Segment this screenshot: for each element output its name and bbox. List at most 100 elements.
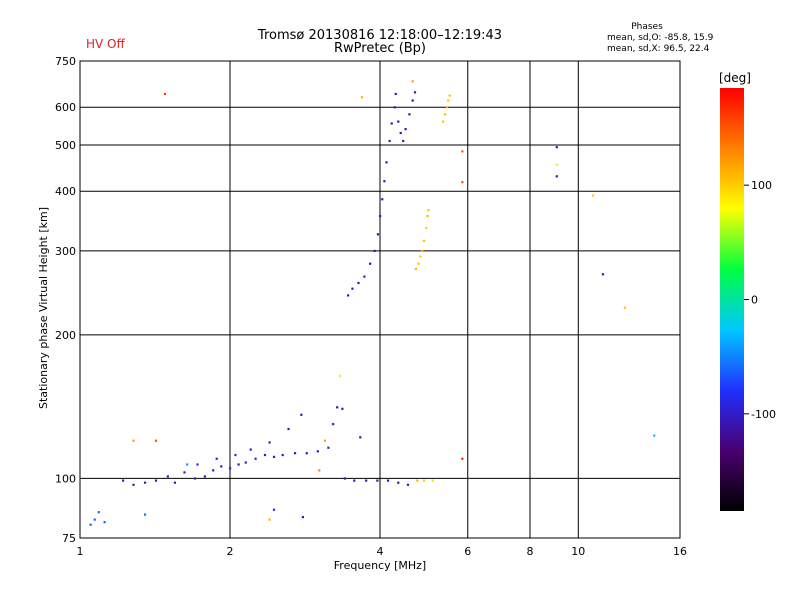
- data-point: [93, 518, 96, 521]
- data-point: [318, 469, 321, 472]
- data-point: [154, 439, 158, 442]
- data-point: [193, 477, 197, 480]
- data-point: [555, 175, 558, 178]
- data-point: [394, 92, 397, 96]
- data-point: [237, 463, 240, 466]
- data-point: [461, 457, 464, 460]
- data-point: [229, 467, 232, 470]
- x-tick-label: 2: [227, 545, 234, 558]
- colorbar-tick-label: -100: [751, 408, 776, 421]
- colorbar-tick-label: 0: [751, 294, 758, 307]
- data-point: [183, 471, 186, 474]
- data-point: [397, 481, 400, 484]
- y-tick-label: 400: [55, 185, 76, 198]
- data-point: [196, 463, 199, 466]
- data-point: [305, 452, 308, 455]
- data-point: [341, 407, 344, 410]
- data-point: [173, 481, 177, 484]
- x-tick-label: 8: [527, 545, 534, 558]
- data-point: [376, 233, 380, 236]
- phase-stats-o-mode: mean, sd,O: -85.8, 15.9: [607, 33, 714, 43]
- x-tick-label: 16: [673, 545, 687, 558]
- chart-title-line1: Tromsø 20130816 12:18:00–12:19:43: [257, 28, 503, 43]
- data-point: [268, 518, 271, 521]
- y-axis-label: Stationary phase Virtual Height [km]: [37, 207, 50, 409]
- data-point: [332, 423, 335, 426]
- data-point: [234, 453, 237, 457]
- data-point: [411, 99, 414, 102]
- data-point: [154, 479, 158, 482]
- data-point: [422, 239, 426, 242]
- data-point: [268, 441, 271, 444]
- data-point: [338, 374, 341, 378]
- data-point: [346, 294, 350, 297]
- data-point: [379, 214, 382, 218]
- data-point: [143, 481, 147, 484]
- data-point: [353, 479, 356, 482]
- data-point: [263, 453, 267, 457]
- hv-status-label: HV Off: [86, 37, 125, 51]
- phase-stats-x-mode: mean, sd,X: 96.5, 22.4: [607, 44, 710, 54]
- data-point: [445, 106, 449, 109]
- plot-frame: [79, 60, 681, 539]
- data-point: [97, 511, 100, 514]
- data-point: [89, 523, 92, 526]
- data-point: [316, 450, 319, 453]
- data-point: [431, 479, 434, 482]
- data-point: [417, 262, 420, 265]
- data-point: [421, 249, 424, 253]
- y-tick-label: 200: [55, 329, 76, 342]
- data-point: [163, 92, 167, 96]
- y-tick-label: 300: [55, 245, 76, 258]
- data-point: [293, 452, 297, 455]
- y-tick-label: 100: [55, 472, 76, 485]
- data-point: [623, 306, 627, 309]
- phase-colorbar: [720, 88, 744, 511]
- data-point: [365, 479, 368, 482]
- y-tick-label: 600: [55, 101, 76, 114]
- data-point: [186, 463, 189, 466]
- y-tick-label: 75: [62, 532, 76, 545]
- colorbar-unit-label: [deg]: [719, 71, 751, 85]
- data-point: [254, 457, 257, 460]
- data-point: [103, 521, 106, 524]
- grid-lines: [80, 61, 680, 538]
- data-point: [411, 80, 414, 83]
- data-point: [591, 194, 595, 197]
- data-point: [601, 273, 605, 276]
- data-point: [555, 146, 558, 149]
- x-tick-label: 6: [464, 545, 471, 558]
- x-tick-label: 4: [377, 545, 384, 558]
- data-point: [399, 131, 402, 135]
- data-point: [287, 427, 290, 431]
- data-point: [359, 436, 362, 439]
- data-point: [300, 413, 303, 416]
- data-point: [443, 113, 447, 116]
- data-point: [408, 113, 411, 116]
- data-point: [351, 287, 354, 290]
- data-point: [390, 122, 393, 125]
- data-point: [132, 439, 135, 442]
- x-tick-label: 10: [571, 545, 585, 558]
- x-tick-label: 1: [77, 545, 84, 558]
- data-point: [323, 439, 327, 442]
- data-point: [393, 106, 396, 109]
- data-point: [385, 161, 388, 164]
- data-point: [373, 249, 376, 253]
- data-point: [416, 479, 419, 482]
- data-point: [249, 448, 252, 451]
- data-point: [381, 198, 384, 201]
- phase-stats-title: Phases: [631, 22, 663, 32]
- x-axis-label: Frequency [MHz]: [334, 559, 426, 572]
- data-point: [281, 453, 284, 457]
- data-point: [327, 446, 330, 449]
- data-point: [461, 181, 464, 184]
- data-point: [336, 406, 339, 409]
- data-point: [425, 226, 428, 230]
- data-points: [89, 80, 656, 526]
- data-point: [244, 461, 247, 464]
- data-point: [555, 163, 558, 166]
- data-point: [653, 434, 656, 437]
- data-point: [383, 180, 386, 183]
- data-point: [143, 513, 147, 516]
